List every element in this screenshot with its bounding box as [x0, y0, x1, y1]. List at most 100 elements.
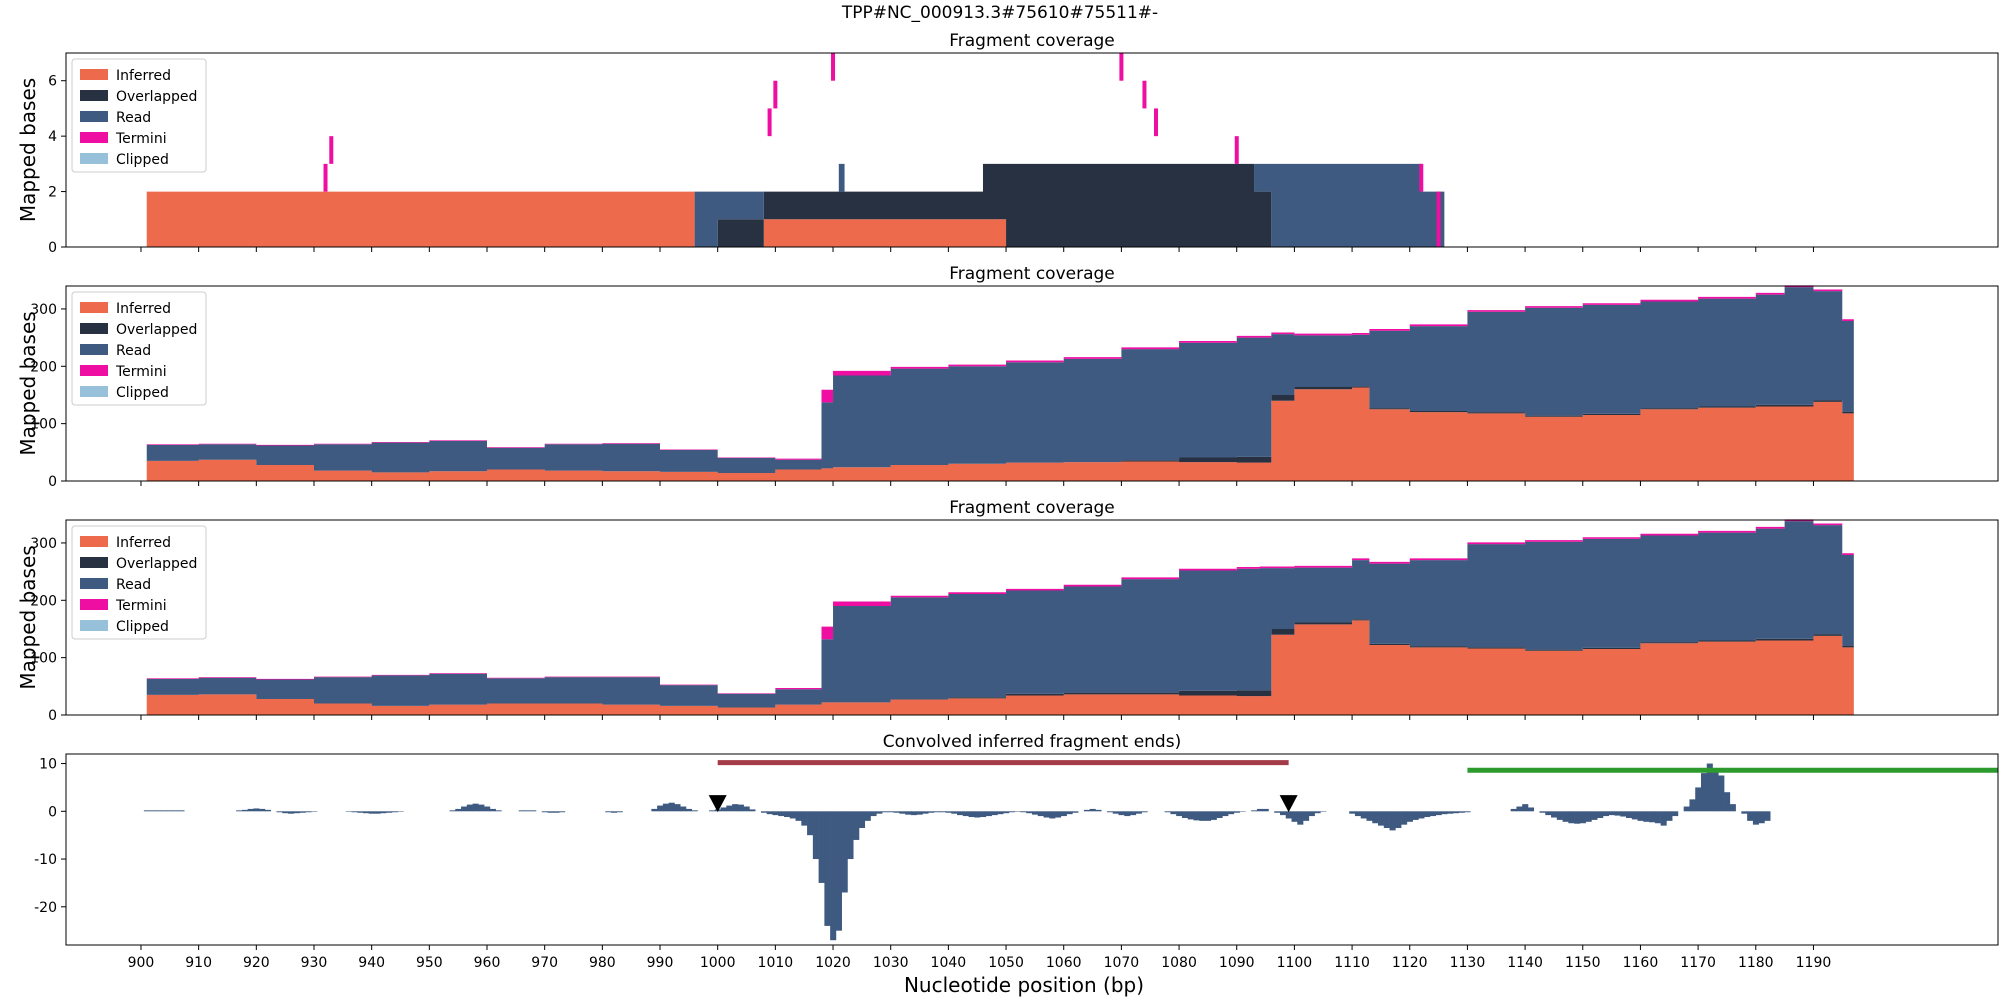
- series-inferred: [146, 620, 1854, 715]
- panel-3-axes: 0 100 200 300: [30, 519, 1999, 724]
- legend-label-termini: Termini: [115, 364, 167, 380]
- x-tick-label: 1160: [1623, 955, 1659, 971]
- bar: [760, 811, 768, 813]
- panel-1-ylabel: Mapped bases: [16, 78, 40, 222]
- bar: [824, 811, 831, 926]
- x-tick-label: 970: [531, 955, 558, 971]
- x-axis-label: Nucleotide position (bp): [904, 973, 1144, 997]
- legend-label-read: Read: [116, 577, 151, 593]
- bar: [957, 811, 964, 816]
- x-tick-label: 1050: [988, 955, 1024, 971]
- x-tick-label: 1020: [815, 955, 851, 971]
- panel-4-axes: -20 -10 0 10: [34, 753, 1999, 950]
- bar: [1274, 811, 1281, 813]
- bar: [472, 803, 479, 812]
- legend-label-inferred: Inferred: [116, 535, 171, 551]
- y-tick-label: 200: [30, 593, 57, 609]
- bar: [1585, 811, 1592, 822]
- bar: [1256, 808, 1263, 812]
- termini-edge: [1419, 163, 1424, 192]
- bar: [662, 803, 669, 812]
- bar: [1700, 773, 1708, 812]
- bar: [789, 811, 796, 819]
- bar: [1395, 811, 1402, 829]
- x-tick-label: 1140: [1507, 955, 1543, 971]
- bar: [1689, 799, 1696, 812]
- panel-3-ylabel: Mapped bases: [16, 545, 40, 689]
- x-tick-label: 930: [301, 955, 328, 971]
- bar: [1764, 811, 1771, 821]
- x-tick-label: 1090: [1219, 955, 1255, 971]
- panel-2-ylabel: Mapped bases: [16, 311, 40, 455]
- termini-edge: [1142, 80, 1147, 109]
- x-tick-label: 1080: [1161, 955, 1197, 971]
- bar: [1441, 811, 1448, 815]
- bar: [149, 810, 156, 812]
- bar: [1389, 811, 1396, 831]
- bar: [680, 806, 687, 812]
- panel-2-plot: [146, 285, 1854, 481]
- bar: [357, 811, 364, 813]
- legend-swatch-overlapped: [80, 557, 108, 568]
- bar: [1118, 811, 1125, 816]
- bar: [830, 811, 837, 941]
- bar: [1187, 811, 1194, 820]
- bar: [1556, 811, 1563, 820]
- series-read: [146, 163, 1445, 247]
- bar: [651, 808, 658, 812]
- x-tick-label: 920: [243, 955, 270, 971]
- bar: [276, 811, 283, 813]
- suptitle: TPP#NC_000913.3#75610#75511#-: [841, 3, 1158, 23]
- panel-4-title: Convolved inferred fragment ends): [883, 732, 1181, 752]
- bar: [772, 811, 779, 816]
- bar: [1032, 811, 1039, 815]
- legend-label-clipped: Clipped: [116, 385, 169, 401]
- x-axis: 900 910 920 930 940 950 960 970 980 990 1000 1010 10…: [128, 955, 1832, 971]
- bar: [1637, 811, 1644, 821]
- bar: [1360, 811, 1367, 819]
- bar: [916, 811, 923, 815]
- bar: [1083, 809, 1090, 812]
- bar: [726, 805, 733, 812]
- legend-swatch-clipped: [80, 620, 108, 631]
- bar: [1643, 811, 1650, 822]
- legend-swatch-overlapped: [80, 90, 108, 101]
- bar: [962, 811, 969, 817]
- bar: [1608, 811, 1615, 816]
- x-tick-label: 950: [416, 955, 443, 971]
- bar: [374, 811, 381, 814]
- plot-frame: [65, 753, 1999, 946]
- bar: [1579, 811, 1586, 824]
- bar: [1429, 811, 1437, 817]
- y-tick-label: 0: [48, 708, 57, 724]
- panel-4: -20 -10 0 10 Convolved inferred fragment en…: [34, 732, 1999, 950]
- bar: [1672, 811, 1679, 817]
- bar: [1210, 811, 1217, 820]
- bar: [685, 808, 693, 812]
- bar: [807, 811, 814, 836]
- panel-2-title: Fragment coverage: [949, 264, 1115, 284]
- bar: [674, 804, 681, 812]
- bar: [161, 810, 168, 812]
- x-tick-label: 1120: [1392, 955, 1428, 971]
- y-tick-label: 4: [48, 129, 57, 145]
- bar: [1349, 811, 1356, 814]
- legend-box: [71, 291, 207, 406]
- bar: [1170, 811, 1177, 815]
- legend-swatch-clipped: [80, 153, 108, 164]
- bar: [1049, 811, 1056, 819]
- panel-2: 0 100 200 300 Fragment coverage Mapped base…: [16, 264, 1999, 490]
- y-tick-label: 100: [30, 417, 57, 433]
- bar: [1314, 811, 1321, 814]
- bar: [530, 810, 537, 812]
- bar: [1072, 811, 1079, 813]
- bar: [1164, 811, 1171, 813]
- bar: [1095, 809, 1102, 812]
- bar: [288, 811, 295, 814]
- bar: [1747, 811, 1754, 821]
- bar: [547, 811, 554, 813]
- panel-2-legend: Inferred Overlapped Read Termini Clipped: [71, 291, 207, 406]
- series-inferred: [146, 387, 1854, 481]
- legend-box: [71, 525, 207, 640]
- bar: [605, 811, 612, 813]
